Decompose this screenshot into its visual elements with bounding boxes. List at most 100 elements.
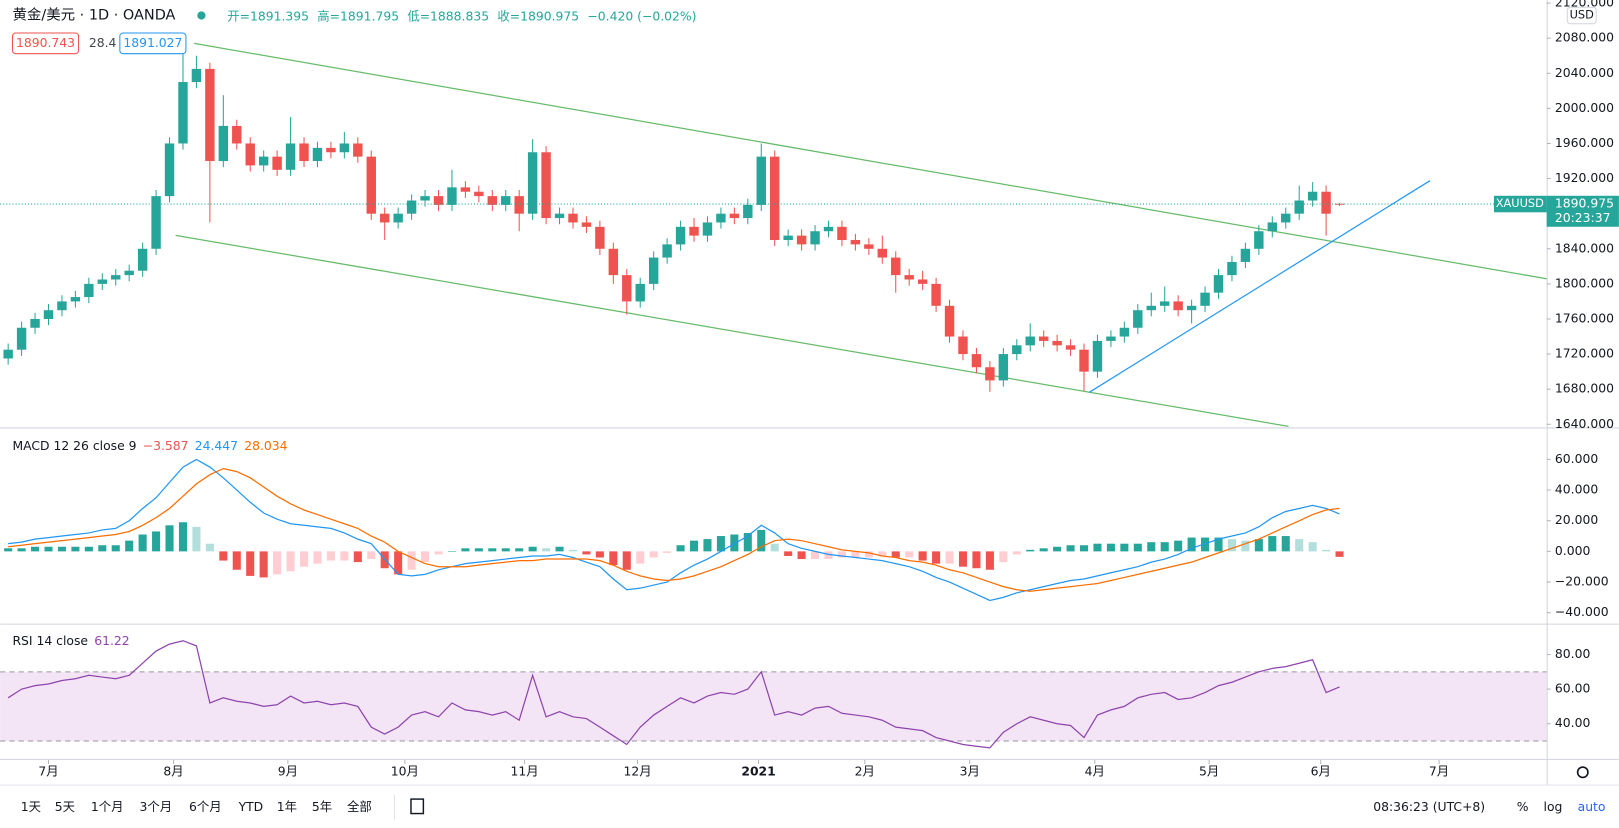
candle-body <box>1281 213 1291 223</box>
histogram-bar <box>945 551 954 564</box>
range-button[interactable]: 6个月 <box>189 800 222 814</box>
candle-body <box>258 156 269 166</box>
channel-upper <box>194 42 1547 280</box>
histogram-bar <box>421 551 430 563</box>
last-price-badge <box>1546 195 1619 227</box>
candle-body <box>1012 345 1022 355</box>
histogram-bar <box>770 543 779 552</box>
candle-body <box>406 200 417 214</box>
clock: 08:36:23 (UTC+8) <box>1373 800 1485 814</box>
range-button[interactable]: 1年 <box>277 800 297 814</box>
range-button[interactable]: YTD <box>238 800 264 814</box>
candle-body <box>1146 305 1156 311</box>
histogram-bar <box>663 551 672 553</box>
histogram-bar <box>246 551 255 576</box>
settings-icon[interactable] <box>1576 766 1589 779</box>
range-button[interactable]: 5天 <box>55 800 75 814</box>
x-tick-label: 4月 <box>1085 765 1105 779</box>
candle-body <box>662 244 672 258</box>
histogram-bar <box>595 551 604 558</box>
range-button[interactable]: 3个月 <box>139 800 172 814</box>
date-range-icon[interactable] <box>410 798 425 815</box>
histogram-bar <box>1012 551 1021 555</box>
x-tick-label: 2021 <box>741 765 775 779</box>
histogram-bar <box>71 546 80 552</box>
macd-line <box>8 458 1340 602</box>
histogram-bar <box>1133 543 1142 552</box>
candle-body <box>245 143 255 166</box>
histogram-bar <box>716 536 725 552</box>
legend-value: 61.22 <box>94 634 129 648</box>
histogram-bar <box>1308 542 1317 552</box>
histogram-bar <box>622 551 631 570</box>
range-button[interactable]: 5年 <box>312 800 332 814</box>
candle-body <box>595 226 605 249</box>
histogram-bar <box>958 551 968 567</box>
range-button[interactable]: 全部 <box>347 799 372 814</box>
trend-line <box>1088 180 1431 393</box>
histogram-bar <box>461 548 470 552</box>
candle-body <box>191 68 202 83</box>
histogram-bar <box>1241 540 1250 552</box>
histogram-bar <box>474 548 483 552</box>
range-button[interactable]: 1天 <box>21 800 41 814</box>
axis-option[interactable]: log <box>1544 800 1563 814</box>
bid-box <box>11 32 80 55</box>
candle-body <box>796 235 807 245</box>
y-tick-label: 1920.000 <box>1555 171 1614 185</box>
candle-body <box>716 213 726 223</box>
candle-body <box>1079 349 1089 372</box>
candle-body <box>541 152 551 219</box>
rsi-legend: RSI 14 close 61.22 <box>12 634 129 648</box>
spread-label: 28.4 <box>89 36 117 50</box>
histogram-bar <box>1295 539 1304 552</box>
candle-body <box>380 213 390 223</box>
range-button[interactable]: 1个月 <box>91 800 124 814</box>
unit-label: USD <box>1570 7 1595 21</box>
histogram-bar <box>165 525 174 552</box>
histogram-bar <box>999 551 1008 563</box>
candle-body <box>3 349 13 359</box>
candle-body <box>1065 345 1076 350</box>
histogram-bar <box>192 526 201 552</box>
candle-body <box>111 275 121 280</box>
candle-body <box>702 222 713 236</box>
histogram-bar <box>205 543 214 552</box>
histogram-bar <box>501 548 510 552</box>
histogram-bar <box>1053 546 1062 552</box>
histogram-bar <box>57 546 66 552</box>
candle-body <box>635 283 645 302</box>
visibility-icon[interactable] <box>197 11 206 20</box>
ohlc-value: 开=1891.395 <box>227 9 309 23</box>
ohlc-value: 低=1888.835 <box>407 9 489 23</box>
axis-option[interactable]: auto <box>1578 800 1606 814</box>
candle-body <box>971 354 982 368</box>
legend-value: 24.447 <box>195 439 238 453</box>
histogram-bar <box>273 551 282 575</box>
histogram-bar <box>972 551 981 569</box>
y-tick-label: 2040.000 <box>1555 66 1614 80</box>
x-tick-label: 6月 <box>1311 765 1331 779</box>
candle-body <box>1092 340 1103 372</box>
axis-option[interactable]: % <box>1517 800 1529 814</box>
candle-body <box>1119 327 1130 337</box>
candle-body <box>770 156 780 241</box>
histogram-bar <box>743 532 752 552</box>
candle-body <box>581 222 592 227</box>
histogram-bar <box>1174 540 1183 552</box>
candle-body <box>1186 305 1197 311</box>
histogram-bar <box>313 551 322 564</box>
candle-body <box>1240 248 1251 262</box>
candle-body <box>568 213 578 223</box>
candle-body <box>97 279 107 284</box>
candle-body <box>366 156 376 214</box>
candle-body <box>917 279 928 284</box>
candle-body <box>460 187 471 192</box>
candle-body <box>837 226 847 241</box>
y-tick-label: −40.000 <box>1555 605 1609 619</box>
histogram-bar <box>1227 539 1236 552</box>
histogram-bar <box>918 551 927 561</box>
ask-box <box>119 32 187 55</box>
histogram-bar <box>31 546 40 552</box>
